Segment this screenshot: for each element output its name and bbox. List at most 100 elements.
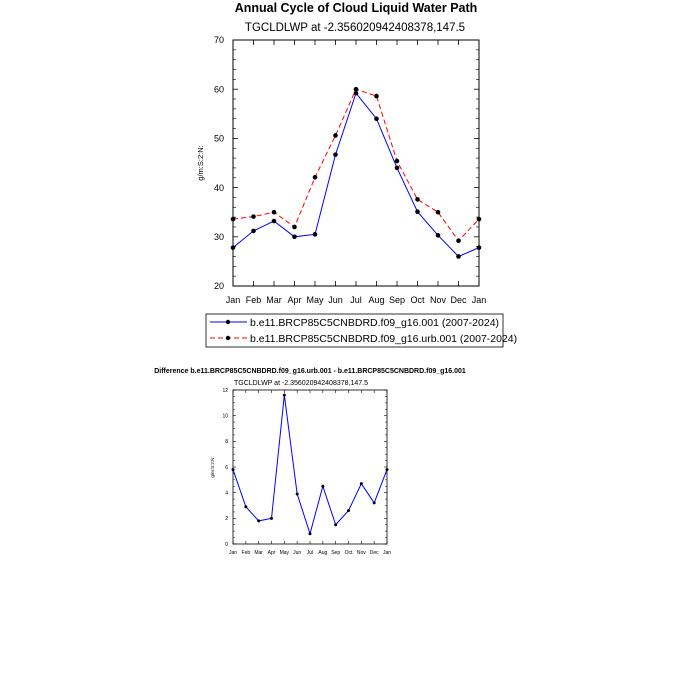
x-tick-label: Jul <box>307 550 313 556</box>
x-tick-label: Jun <box>293 550 301 556</box>
chart1-ticks: Jan Feb Mar Apr May Jun Jul Aug Sep Oct Nov Dec Jan2… <box>214 35 486 305</box>
x-tick-label: Apr <box>268 550 276 556</box>
x-tick-label: Jan <box>383 550 391 556</box>
series-1-point <box>359 482 363 486</box>
x-tick-label: Sep <box>331 550 340 556</box>
legend-label-series-2: b.e11.BRCP85C5CNBDRD.f09_g16.urb.001 (20… <box>250 333 517 345</box>
x-tick-label: May <box>280 550 290 556</box>
series-2-point <box>251 214 256 219</box>
legend-label-series-1: b.e11.BRCP85C5CNBDRD.f09_g16.001 (2007-2… <box>250 317 499 329</box>
chart2-plot-frame <box>232 389 388 545</box>
legend-marker-series-1 <box>225 319 231 325</box>
legend-marker-series-2 <box>225 335 231 341</box>
series-1-point <box>230 245 236 250</box>
y-tick-label: 20 <box>214 281 224 291</box>
series-line-1 <box>232 92 480 258</box>
series-2-point <box>312 174 318 180</box>
x-tick-label: Feb <box>246 295 262 305</box>
x-tick-label: Dec <box>370 550 379 556</box>
y-tick-label: 0 <box>225 542 228 548</box>
series-1-point <box>312 232 318 237</box>
series-1-point <box>270 516 273 520</box>
series-1-point <box>353 90 359 96</box>
series-1-point <box>456 254 461 259</box>
y-tick-label: 8 <box>225 439 228 445</box>
x-tick-label: Aug <box>368 295 384 305</box>
x-tick-label: Apr <box>287 295 301 305</box>
series-2-point <box>374 93 379 99</box>
series-1-point <box>347 509 350 513</box>
chart2-ylabel: g/m:S:2:N: <box>210 456 215 477</box>
x-tick-label: Jan <box>472 295 487 305</box>
series-1-point <box>282 393 286 397</box>
x-tick-label: Jan <box>226 295 241 305</box>
series-1-point <box>321 484 325 488</box>
series-2-point <box>271 209 277 215</box>
series-2-point <box>394 158 400 164</box>
y-tick-label: 2 <box>225 516 228 522</box>
x-tick-label: Nov <box>430 295 447 305</box>
x-tick-label: Jun <box>328 295 343 305</box>
chart2-subtitle: TGCLDLWP at -2.356020942408378,147.5 <box>234 380 368 387</box>
x-tick-label: Oct <box>410 295 425 305</box>
chart1-legend: b.e11.BRCP85C5CNBDRD.f09_g16.001 (2007-2… <box>205 313 517 348</box>
x-tick-label: Jan <box>229 550 237 556</box>
legend-box <box>205 313 504 348</box>
series-1-point <box>251 228 256 234</box>
x-tick-label: Aug <box>318 550 327 556</box>
x-tick-label: Mar <box>254 550 263 556</box>
series-1-point <box>295 492 299 496</box>
series-1-point <box>394 165 400 171</box>
x-tick-label: Sep <box>389 295 405 305</box>
y-tick-label: 30 <box>214 232 224 242</box>
x-tick-label: Jul <box>350 295 362 305</box>
annual-cycle-chart: Annual Cycle of Cloud Liquid Water Path … <box>196 1 517 348</box>
x-tick-label: Oct <box>345 550 353 556</box>
series-2-point <box>435 209 441 215</box>
series-2-point <box>456 238 461 244</box>
y-tick-label: 4 <box>225 490 228 496</box>
chart1-plot-frame <box>232 39 480 287</box>
series-1-point <box>374 116 379 122</box>
series-1-point <box>257 519 261 523</box>
series-1-point <box>292 234 297 240</box>
series-line-1 <box>232 395 388 536</box>
series-2-point <box>333 133 338 138</box>
y-tick-label: 12 <box>222 388 228 394</box>
series-1-point <box>415 209 420 215</box>
y-tick-label: 70 <box>214 35 224 45</box>
difference-chart: Difference b.e11.BRCP85C5CNBDRD.f09_g16.… <box>154 368 466 556</box>
series-1-point <box>333 152 338 157</box>
chart2-title: Difference b.e11.BRCP85C5CNBDRD.f09_g16.… <box>154 368 466 375</box>
chart2-series <box>231 393 389 536</box>
series-1-point <box>271 218 277 224</box>
series-1-point <box>334 523 338 527</box>
series-2-point <box>476 216 482 222</box>
x-tick-label: Dec <box>450 295 467 305</box>
chart2-ticks: Jan Feb Mar Apr May Jun Jul Aug Sep Oct Nov Dec Jan0… <box>222 388 391 556</box>
y-tick-label: 6 <box>225 465 228 471</box>
y-tick-label: 60 <box>214 84 224 94</box>
chart1-title: Annual Cycle of Cloud Liquid Water Path <box>235 1 478 15</box>
series-1-point <box>476 245 482 250</box>
chart1-ylabel: g/m:S:2:N: <box>196 145 205 180</box>
x-tick-label: Feb <box>242 550 251 556</box>
series-1-point <box>435 233 441 238</box>
series-1-point <box>244 505 248 509</box>
chart1-series <box>230 86 482 259</box>
x-tick-label: Nov <box>357 550 366 556</box>
chart1-subtitle: TGCLDLWP at -2.356020942408378,147.5 <box>245 22 465 34</box>
x-tick-label: Mar <box>266 295 282 305</box>
y-tick-label: 40 <box>214 183 224 193</box>
y-tick-label: 10 <box>222 413 228 419</box>
series-1-point <box>372 501 376 505</box>
y-tick-label: 50 <box>214 134 224 144</box>
series-2-point <box>230 216 236 222</box>
series-line-2 <box>232 88 480 242</box>
series-1-point <box>308 532 312 536</box>
x-tick-label: May <box>306 295 324 305</box>
series-1-point <box>385 468 389 472</box>
series-2-point <box>353 86 359 92</box>
series-2-point <box>415 197 420 202</box>
